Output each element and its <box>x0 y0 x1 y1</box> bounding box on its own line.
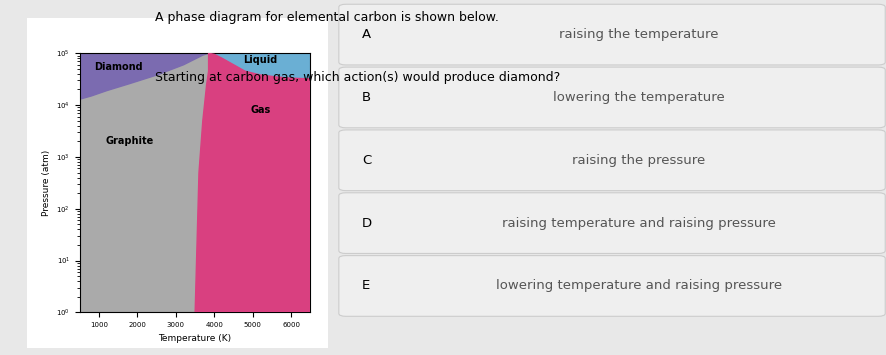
Text: C: C <box>361 154 370 167</box>
Text: Starting at carbon gas, which action(s) would produce diamond?: Starting at carbon gas, which action(s) … <box>155 71 560 84</box>
Text: raising temperature and raising pressure: raising temperature and raising pressure <box>501 217 774 230</box>
Text: lowering the temperature: lowering the temperature <box>552 91 724 104</box>
Text: Graphite: Graphite <box>105 136 154 146</box>
X-axis label: Temperature (K): Temperature (K) <box>159 334 231 343</box>
Text: Gas: Gas <box>250 105 270 115</box>
Polygon shape <box>80 53 208 99</box>
Y-axis label: Pressure (atm): Pressure (atm) <box>42 150 51 216</box>
Text: A phase diagram for elemental carbon is shown below.: A phase diagram for elemental carbon is … <box>155 11 499 24</box>
Text: raising the temperature: raising the temperature <box>558 28 718 41</box>
Text: lowering temperature and raising pressure: lowering temperature and raising pressur… <box>495 279 781 293</box>
Polygon shape <box>195 53 310 312</box>
Polygon shape <box>208 53 310 79</box>
Text: Liquid: Liquid <box>243 55 277 65</box>
Text: raising the pressure: raising the pressure <box>571 154 704 167</box>
Text: B: B <box>361 91 370 104</box>
Text: A: A <box>361 28 370 41</box>
Text: D: D <box>361 217 371 230</box>
FancyBboxPatch shape <box>20 11 334 355</box>
Text: Diamond: Diamond <box>94 62 143 72</box>
Text: E: E <box>361 279 369 293</box>
